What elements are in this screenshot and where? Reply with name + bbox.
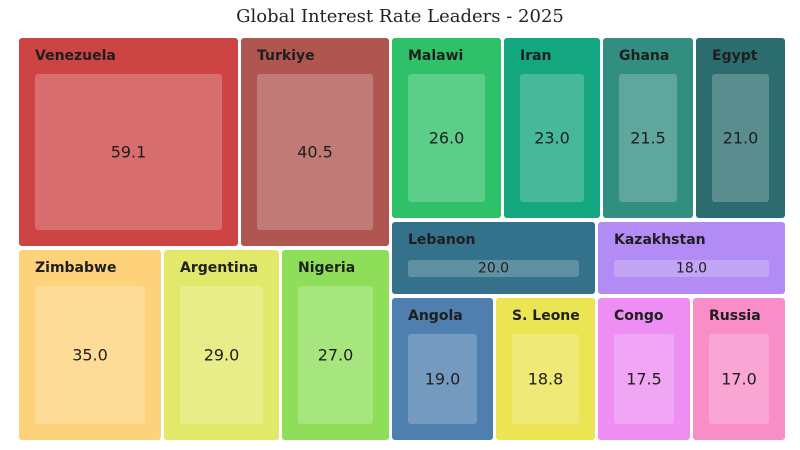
tile-kazakhstan: Kazakhstan 18.0 (598, 222, 785, 294)
tile-value-panel-kazakhstan (614, 260, 769, 277)
tile-rect-lebanon (392, 222, 595, 294)
tile-rect-iran (504, 38, 600, 218)
tile-value-angola: 19.0 (425, 370, 461, 389)
tile-rect-egypt (696, 38, 785, 218)
tile-label-malawi: Malawi (408, 48, 463, 64)
chart-title: Global Interest Rate Leaders - 2025 (236, 6, 564, 27)
tile-egypt: Egypt 21.0 (696, 38, 785, 218)
tile-value-panel-zimbabwe (35, 286, 145, 424)
tile-value-s-leone: 18.8 (528, 370, 564, 389)
tile-value-panel-russia (709, 334, 769, 424)
tile-value-kazakhstan: 18.0 (676, 261, 707, 277)
tile-label-nigeria: Nigeria (298, 260, 355, 276)
tile-label-angola: Angola (408, 308, 463, 324)
tile-label-venezuela: Venezuela (35, 48, 116, 64)
tile-nigeria: Nigeria 27.0 (282, 250, 389, 440)
tile-russia: Russia 17.0 (693, 298, 785, 440)
tile-congo: Congo 17.5 (598, 298, 690, 440)
tile-label-argentina: Argentina (180, 260, 258, 276)
tile-value-lebanon: 20.0 (478, 261, 509, 277)
tile-value-panel-malawi (408, 74, 485, 202)
tile-value-iran: 23.0 (534, 129, 570, 148)
tile-rect-ghana (603, 38, 693, 218)
tile-value-panel-angola (408, 334, 477, 424)
tile-value-turkiye: 40.5 (297, 143, 333, 162)
tile-malawi: Malawi 26.0 (392, 38, 501, 218)
tile-label-s-leone: S. Leone (512, 308, 580, 324)
tile-value-venezuela: 59.1 (111, 143, 147, 162)
tile-value-malawi: 26.0 (429, 129, 465, 148)
tile-zimbabwe: Zimbabwe 35.0 (19, 250, 161, 440)
tile-label-kazakhstan: Kazakhstan (614, 232, 706, 248)
tile-venezuela: Venezuela 59.1 (19, 38, 238, 246)
tile-ghana: Ghana 21.5 (603, 38, 693, 218)
tile-rect-russia (693, 298, 785, 440)
tile-value-panel-congo (614, 334, 674, 424)
tile-value-nigeria: 27.0 (318, 346, 354, 365)
tile-label-turkiye: Turkiye (257, 48, 315, 64)
tile-value-ghana: 21.5 (630, 129, 666, 148)
tile-rect-angola (392, 298, 493, 440)
tile-value-panel-s-leone (512, 334, 579, 424)
tile-rect-malawi (392, 38, 501, 218)
tile-rect-argentina (164, 250, 279, 440)
tile-value-egypt: 21.0 (723, 129, 759, 148)
tile-value-argentina: 29.0 (204, 346, 240, 365)
tile-label-lebanon: Lebanon (408, 232, 475, 248)
tile-rect-turkiye (241, 38, 389, 246)
tile-argentina: Argentina 29.0 (164, 250, 279, 440)
tile-label-zimbabwe: Zimbabwe (35, 260, 116, 276)
tile-rect-s-leone (496, 298, 595, 440)
tile-label-egypt: Egypt (712, 48, 758, 64)
tile-value-panel-venezuela (35, 74, 222, 230)
tile-rect-nigeria (282, 250, 389, 440)
tile-iran: Iran 23.0 (504, 38, 600, 218)
tile-value-russia: 17.0 (721, 370, 757, 389)
tile-rect-zimbabwe (19, 250, 161, 440)
tile-label-ghana: Ghana (619, 48, 669, 64)
tile-value-panel-ghana (619, 74, 677, 202)
tile-rect-congo (598, 298, 690, 440)
tile-label-iran: Iran (520, 48, 552, 64)
tile-label-congo: Congo (614, 308, 664, 324)
tile-value-zimbabwe: 35.0 (72, 346, 108, 365)
tile-label-russia: Russia (709, 308, 761, 324)
tile-value-panel-nigeria (298, 286, 373, 424)
tile-value-panel-argentina (180, 286, 263, 424)
tile-angola: Angola 19.0 (392, 298, 493, 440)
tile-value-panel-turkiye (257, 74, 373, 230)
tile-value-panel-lebanon (408, 260, 579, 277)
tile-value-congo: 17.5 (626, 370, 662, 389)
tile-value-panel-egypt (712, 74, 769, 202)
tile-rect-kazakhstan (598, 222, 785, 294)
tile-rect-venezuela (19, 38, 238, 246)
tile-turkiye: Turkiye 40.5 (241, 38, 389, 246)
tile-s-leone: S. Leone 18.8 (496, 298, 595, 440)
tile-value-panel-iran (520, 74, 584, 202)
